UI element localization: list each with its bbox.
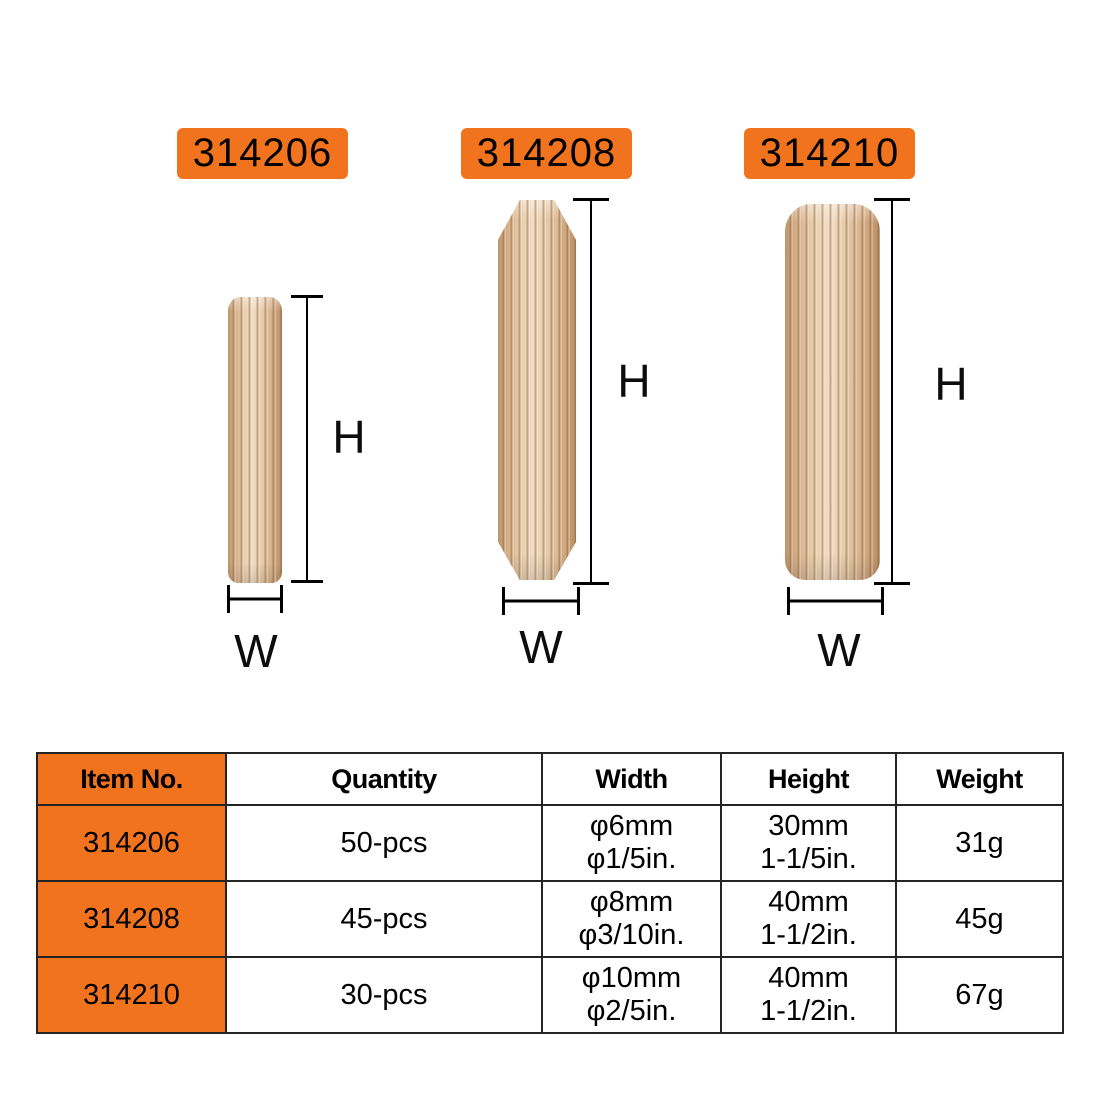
- dowel-illustration-medium: [498, 200, 576, 580]
- cell-quantity: 30-pcs: [225, 956, 543, 1034]
- width-mm: φ10mm: [581, 962, 682, 994]
- header-cell-width: Width: [541, 752, 722, 806]
- height-label-large: H: [934, 358, 968, 410]
- dowel-illustration-large: [785, 204, 880, 580]
- table-row: 314210 30-pcs φ10mm φ2/5in. 40mm 1-1/2in…: [36, 956, 1064, 1034]
- width-dimension-line-small: [227, 585, 283, 613]
- cell-weight: 45g: [895, 880, 1064, 958]
- cell-width: φ8mm φ3/10in.: [541, 880, 722, 958]
- table-row: 314206 50-pcs φ6mm φ1/5in. 30mm 1-1/5in.…: [36, 804, 1064, 882]
- cell-item-no: 314208: [36, 880, 227, 958]
- width-label-small: W: [234, 625, 278, 677]
- width-label-medium: W: [519, 621, 563, 673]
- header-cell-item-no: Item No.: [36, 752, 227, 806]
- dowel-illustration-small: [228, 297, 282, 583]
- table-row: 314208 45-pcs φ8mm φ3/10in. 40mm 1-1/2in…: [36, 880, 1064, 958]
- cell-weight: 67g: [895, 956, 1064, 1034]
- height-dimension-line-small: [291, 295, 323, 583]
- width-dimension-line-medium: [502, 587, 580, 615]
- width-mm: φ6mm: [589, 810, 674, 842]
- item-badge-small-dowel: 314206: [177, 128, 348, 179]
- width-inch: φ2/5in.: [586, 995, 677, 1027]
- spec-table: Item No. Quantity Width Height Weight 31…: [36, 752, 1064, 1034]
- header-cell-quantity: Quantity: [225, 752, 543, 806]
- cell-quantity: 45-pcs: [225, 880, 543, 958]
- width-label-large: W: [817, 624, 861, 676]
- cell-quantity: 50-pcs: [225, 804, 543, 882]
- height-label-medium: H: [617, 355, 651, 407]
- table-header-row: Item No. Quantity Width Height Weight: [36, 752, 1064, 806]
- width-inch: φ1/5in.: [586, 843, 677, 875]
- cell-weight: 31g: [895, 804, 1064, 882]
- height-label-small: H: [332, 411, 366, 463]
- cell-item-no: 314210: [36, 956, 227, 1034]
- cell-height: 30mm 1-1/5in.: [720, 804, 897, 882]
- header-cell-weight: Weight: [895, 752, 1064, 806]
- item-badge-medium-dowel: 314208: [461, 128, 632, 179]
- item-badge-large-dowel: 314210: [744, 128, 915, 179]
- height-mm: 40mm: [768, 886, 849, 918]
- width-mm: φ8mm: [589, 886, 674, 918]
- cell-item-no: 314206: [36, 804, 227, 882]
- cell-height: 40mm 1-1/2in.: [720, 880, 897, 958]
- cell-height: 40mm 1-1/2in.: [720, 956, 897, 1034]
- height-inch: 1-1/2in.: [760, 919, 857, 951]
- header-cell-height: Height: [720, 752, 897, 806]
- height-inch: 1-1/2in.: [760, 995, 857, 1027]
- height-mm: 40mm: [768, 962, 849, 994]
- height-dimension-line-medium: [573, 198, 609, 585]
- height-inch: 1-1/5in.: [760, 843, 857, 875]
- width-inch: φ3/10in.: [578, 919, 685, 951]
- cell-width: φ6mm φ1/5in.: [541, 804, 722, 882]
- height-mm: 30mm: [768, 810, 849, 842]
- cell-width: φ10mm φ2/5in.: [541, 956, 722, 1034]
- height-dimension-line-large: [874, 198, 910, 585]
- width-dimension-line-large: [787, 587, 884, 615]
